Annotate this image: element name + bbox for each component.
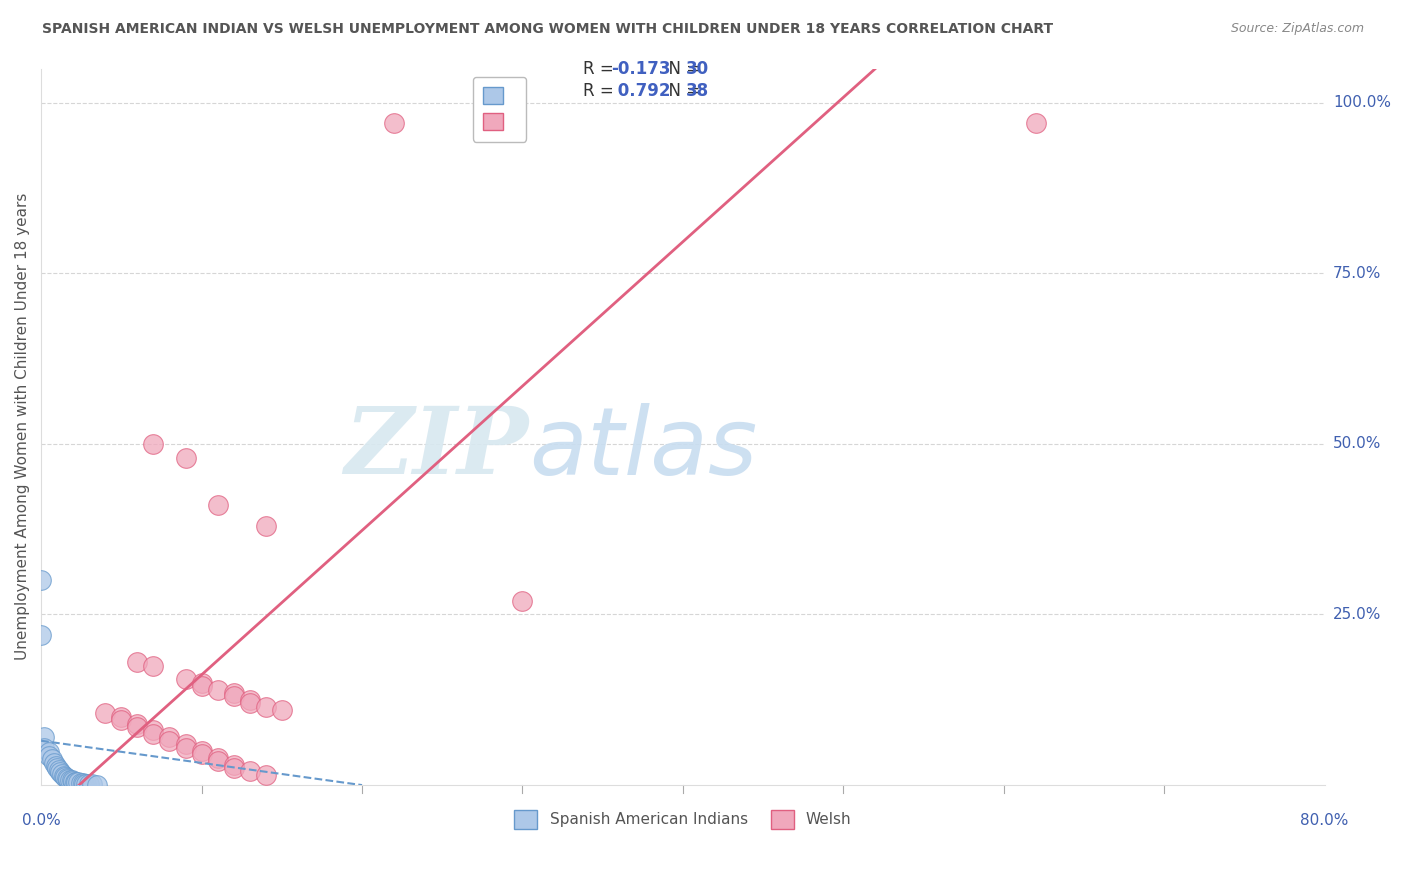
Point xyxy=(239,696,262,710)
Point xyxy=(30,574,52,588)
Point xyxy=(41,752,63,766)
Point xyxy=(174,673,197,687)
Point xyxy=(110,713,132,727)
Point xyxy=(52,768,75,782)
Text: 50.0%: 50.0% xyxy=(1333,436,1381,451)
Y-axis label: Unemployment Among Women with Children Under 18 years: Unemployment Among Women with Children U… xyxy=(15,194,30,660)
Text: N =: N = xyxy=(658,60,706,78)
Point xyxy=(190,679,212,693)
Point xyxy=(142,437,165,451)
Point xyxy=(42,756,65,771)
Point xyxy=(190,675,212,690)
Point xyxy=(34,731,56,745)
Point xyxy=(207,682,229,697)
Point xyxy=(30,628,52,642)
Point xyxy=(254,768,277,782)
Text: R =: R = xyxy=(583,82,620,100)
Point xyxy=(45,759,67,773)
Text: Source: ZipAtlas.com: Source: ZipAtlas.com xyxy=(1230,22,1364,36)
Point xyxy=(239,764,262,779)
Point xyxy=(270,703,292,717)
Point xyxy=(159,731,181,745)
Text: 75.0%: 75.0% xyxy=(1333,266,1381,281)
Point xyxy=(239,693,262,707)
Text: 100.0%: 100.0% xyxy=(1333,95,1391,110)
Point xyxy=(207,498,229,512)
Text: 25.0%: 25.0% xyxy=(1333,607,1381,622)
Point xyxy=(174,450,197,465)
Point xyxy=(62,774,84,789)
Point xyxy=(1025,116,1047,130)
Point xyxy=(127,655,149,669)
Point xyxy=(75,777,97,791)
Point xyxy=(254,518,277,533)
Point xyxy=(66,775,89,789)
Point xyxy=(51,767,73,781)
Text: 38: 38 xyxy=(686,82,709,100)
Text: 30: 30 xyxy=(686,60,709,78)
Point xyxy=(222,757,245,772)
Point xyxy=(142,723,165,738)
Point xyxy=(190,747,212,762)
Point xyxy=(512,594,534,608)
Point xyxy=(77,777,100,791)
Text: -0.173: -0.173 xyxy=(612,60,671,78)
Point xyxy=(222,690,245,704)
Point xyxy=(55,771,77,785)
Point xyxy=(207,751,229,765)
Point xyxy=(48,763,70,777)
Text: 0.0%: 0.0% xyxy=(21,813,60,828)
Text: atlas: atlas xyxy=(529,403,756,494)
Point xyxy=(190,744,212,758)
Point xyxy=(382,116,405,130)
Point xyxy=(60,773,83,788)
Point xyxy=(46,761,69,775)
Point xyxy=(159,733,181,747)
Point xyxy=(82,777,104,791)
Legend: Spanish American Indians, Welsh: Spanish American Indians, Welsh xyxy=(509,804,858,835)
Point xyxy=(38,745,60,759)
Point xyxy=(222,761,245,775)
Text: 80.0%: 80.0% xyxy=(1301,813,1348,828)
Point xyxy=(49,765,72,780)
Point xyxy=(142,658,165,673)
Text: 0.792: 0.792 xyxy=(612,82,671,100)
Point xyxy=(174,740,197,755)
Text: ZIP: ZIP xyxy=(344,403,529,493)
Point xyxy=(222,686,245,700)
Point xyxy=(38,749,60,764)
Point xyxy=(110,710,132,724)
Point xyxy=(70,776,93,790)
Point xyxy=(127,720,149,734)
Point xyxy=(63,774,86,789)
Point xyxy=(142,727,165,741)
Point xyxy=(58,772,80,786)
Text: R =: R = xyxy=(583,60,620,78)
Point xyxy=(94,706,117,721)
Point xyxy=(207,754,229,768)
Point xyxy=(59,772,82,787)
Point xyxy=(65,775,87,789)
Point xyxy=(53,770,76,784)
Text: SPANISH AMERICAN INDIAN VS WELSH UNEMPLOYMENT AMONG WOMEN WITH CHILDREN UNDER 18: SPANISH AMERICAN INDIAN VS WELSH UNEMPLO… xyxy=(42,22,1053,37)
Point xyxy=(34,740,56,755)
Point xyxy=(72,776,94,790)
Point xyxy=(127,716,149,731)
Point xyxy=(86,778,108,792)
Text: N =: N = xyxy=(658,82,706,100)
Point xyxy=(254,699,277,714)
Point xyxy=(174,737,197,751)
Point xyxy=(73,777,96,791)
